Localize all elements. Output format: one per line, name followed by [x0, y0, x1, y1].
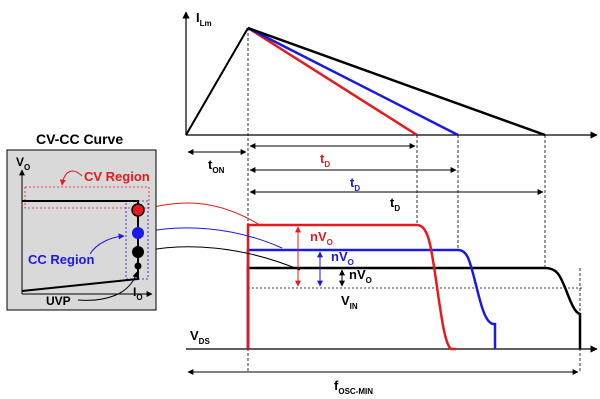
nvo-arrows: [295, 226, 345, 287]
cc-region-label: CC Region: [28, 252, 95, 267]
cc-region-arrow: [89, 233, 125, 255]
operating-point-black: [132, 246, 144, 258]
operating-point-red: [131, 203, 145, 217]
link-arrow-red: [144, 202, 261, 226]
link-arrow-blue: [144, 227, 283, 249]
uvp-label: UVP: [46, 294, 71, 308]
label-vds: VDS: [190, 328, 210, 346]
cv-region-arrow: [59, 170, 83, 186]
label-ton: tON: [208, 157, 225, 175]
label-fosc-min: fOSC-MIN: [334, 378, 373, 396]
label-td-red: tD: [320, 151, 330, 169]
link-arrow-black: [144, 246, 301, 271]
operating-point-blue: [132, 227, 144, 239]
cv-region-label: CV Region: [84, 169, 150, 184]
cv-cc-curve: [21, 200, 139, 292]
vds-waveform-black: [246, 266, 582, 349]
ilm-decay-black: [247, 26, 546, 137]
ilm-graph: ILm: [182, 10, 598, 139]
label-nvo-blue: nVO: [331, 249, 354, 267]
ilm-axis-label: ILm: [196, 10, 212, 28]
time-markers: [247, 28, 581, 372]
vds-waveform-blue: [246, 248, 497, 349]
label-vin: VIN: [341, 293, 358, 311]
cc-region-box: [125, 200, 149, 280]
ilm-ramp-up: [185, 27, 249, 136]
timing-arrows: [187, 143, 579, 375]
label-td-black: tD: [390, 195, 400, 213]
label-td-blue: tD: [350, 175, 360, 193]
label-nvo-black: nVO: [349, 267, 372, 285]
ilm-decay-blue: [247, 26, 459, 137]
uvp-arrow: [77, 271, 139, 301]
cv-region-box: [24, 186, 150, 209]
ilm-decay-red: [247, 26, 418, 137]
vds-waveform-red: [246, 223, 456, 351]
cv-cc-title: CV-CC Curve: [36, 131, 123, 147]
label-nvo-red: nVO: [310, 229, 333, 247]
vds-graph: VDS VIN: [186, 223, 598, 353]
cv-cc-panel: CV-CC Curve VO IO CV Region CC Region UV…: [6, 131, 157, 311]
io-axis-label: IO: [133, 285, 143, 302]
vo-axis-label: VO: [16, 155, 30, 172]
operating-point-uvp: [134, 262, 142, 270]
